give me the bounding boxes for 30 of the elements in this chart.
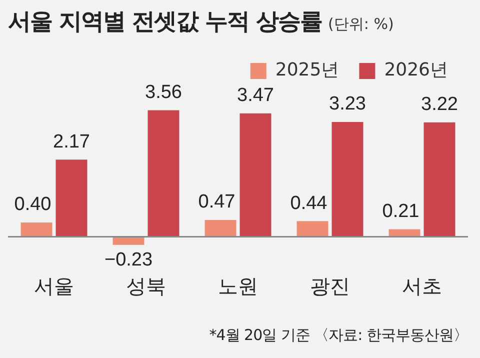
legend-label: 2026년 xyxy=(384,60,448,81)
bar xyxy=(148,110,180,237)
x-tick-label: 서울 xyxy=(34,274,74,298)
text: *4월 20일 기준 〈자료: 한국부동산원〉 xyxy=(209,326,468,345)
legend-label: 2025년 xyxy=(275,60,340,81)
bar xyxy=(240,113,272,237)
bar xyxy=(204,220,236,237)
chart-title: 서울 지역별 전셋값 누적 상승률 xyxy=(8,9,322,35)
data-label: 0.44 xyxy=(290,192,328,214)
bar xyxy=(296,221,328,237)
data-label: 0.47 xyxy=(198,192,236,213)
x-tick-label: 성북 xyxy=(126,274,166,298)
data-label: −0.23 xyxy=(104,250,153,271)
x-tick-label: 노원 xyxy=(218,274,258,298)
data-label: 0.40 xyxy=(14,194,52,216)
bar xyxy=(56,160,88,237)
chart-subtitle: (단위: %) xyxy=(328,15,394,33)
data-label: 3.22 xyxy=(420,94,458,116)
data-label: 3.23 xyxy=(328,94,366,115)
data-label: 0.21 xyxy=(382,200,420,222)
data-label: 2.17 xyxy=(52,131,90,152)
x-tick-label: 광진 xyxy=(310,274,350,298)
bar xyxy=(332,122,364,237)
bar xyxy=(112,236,144,245)
x-tick-label: 서초 xyxy=(402,274,442,298)
bar xyxy=(388,229,420,237)
bar xyxy=(20,222,52,237)
bar xyxy=(424,122,456,237)
data-label: 3.56 xyxy=(144,82,182,103)
data-label: 3.47 xyxy=(236,85,274,106)
